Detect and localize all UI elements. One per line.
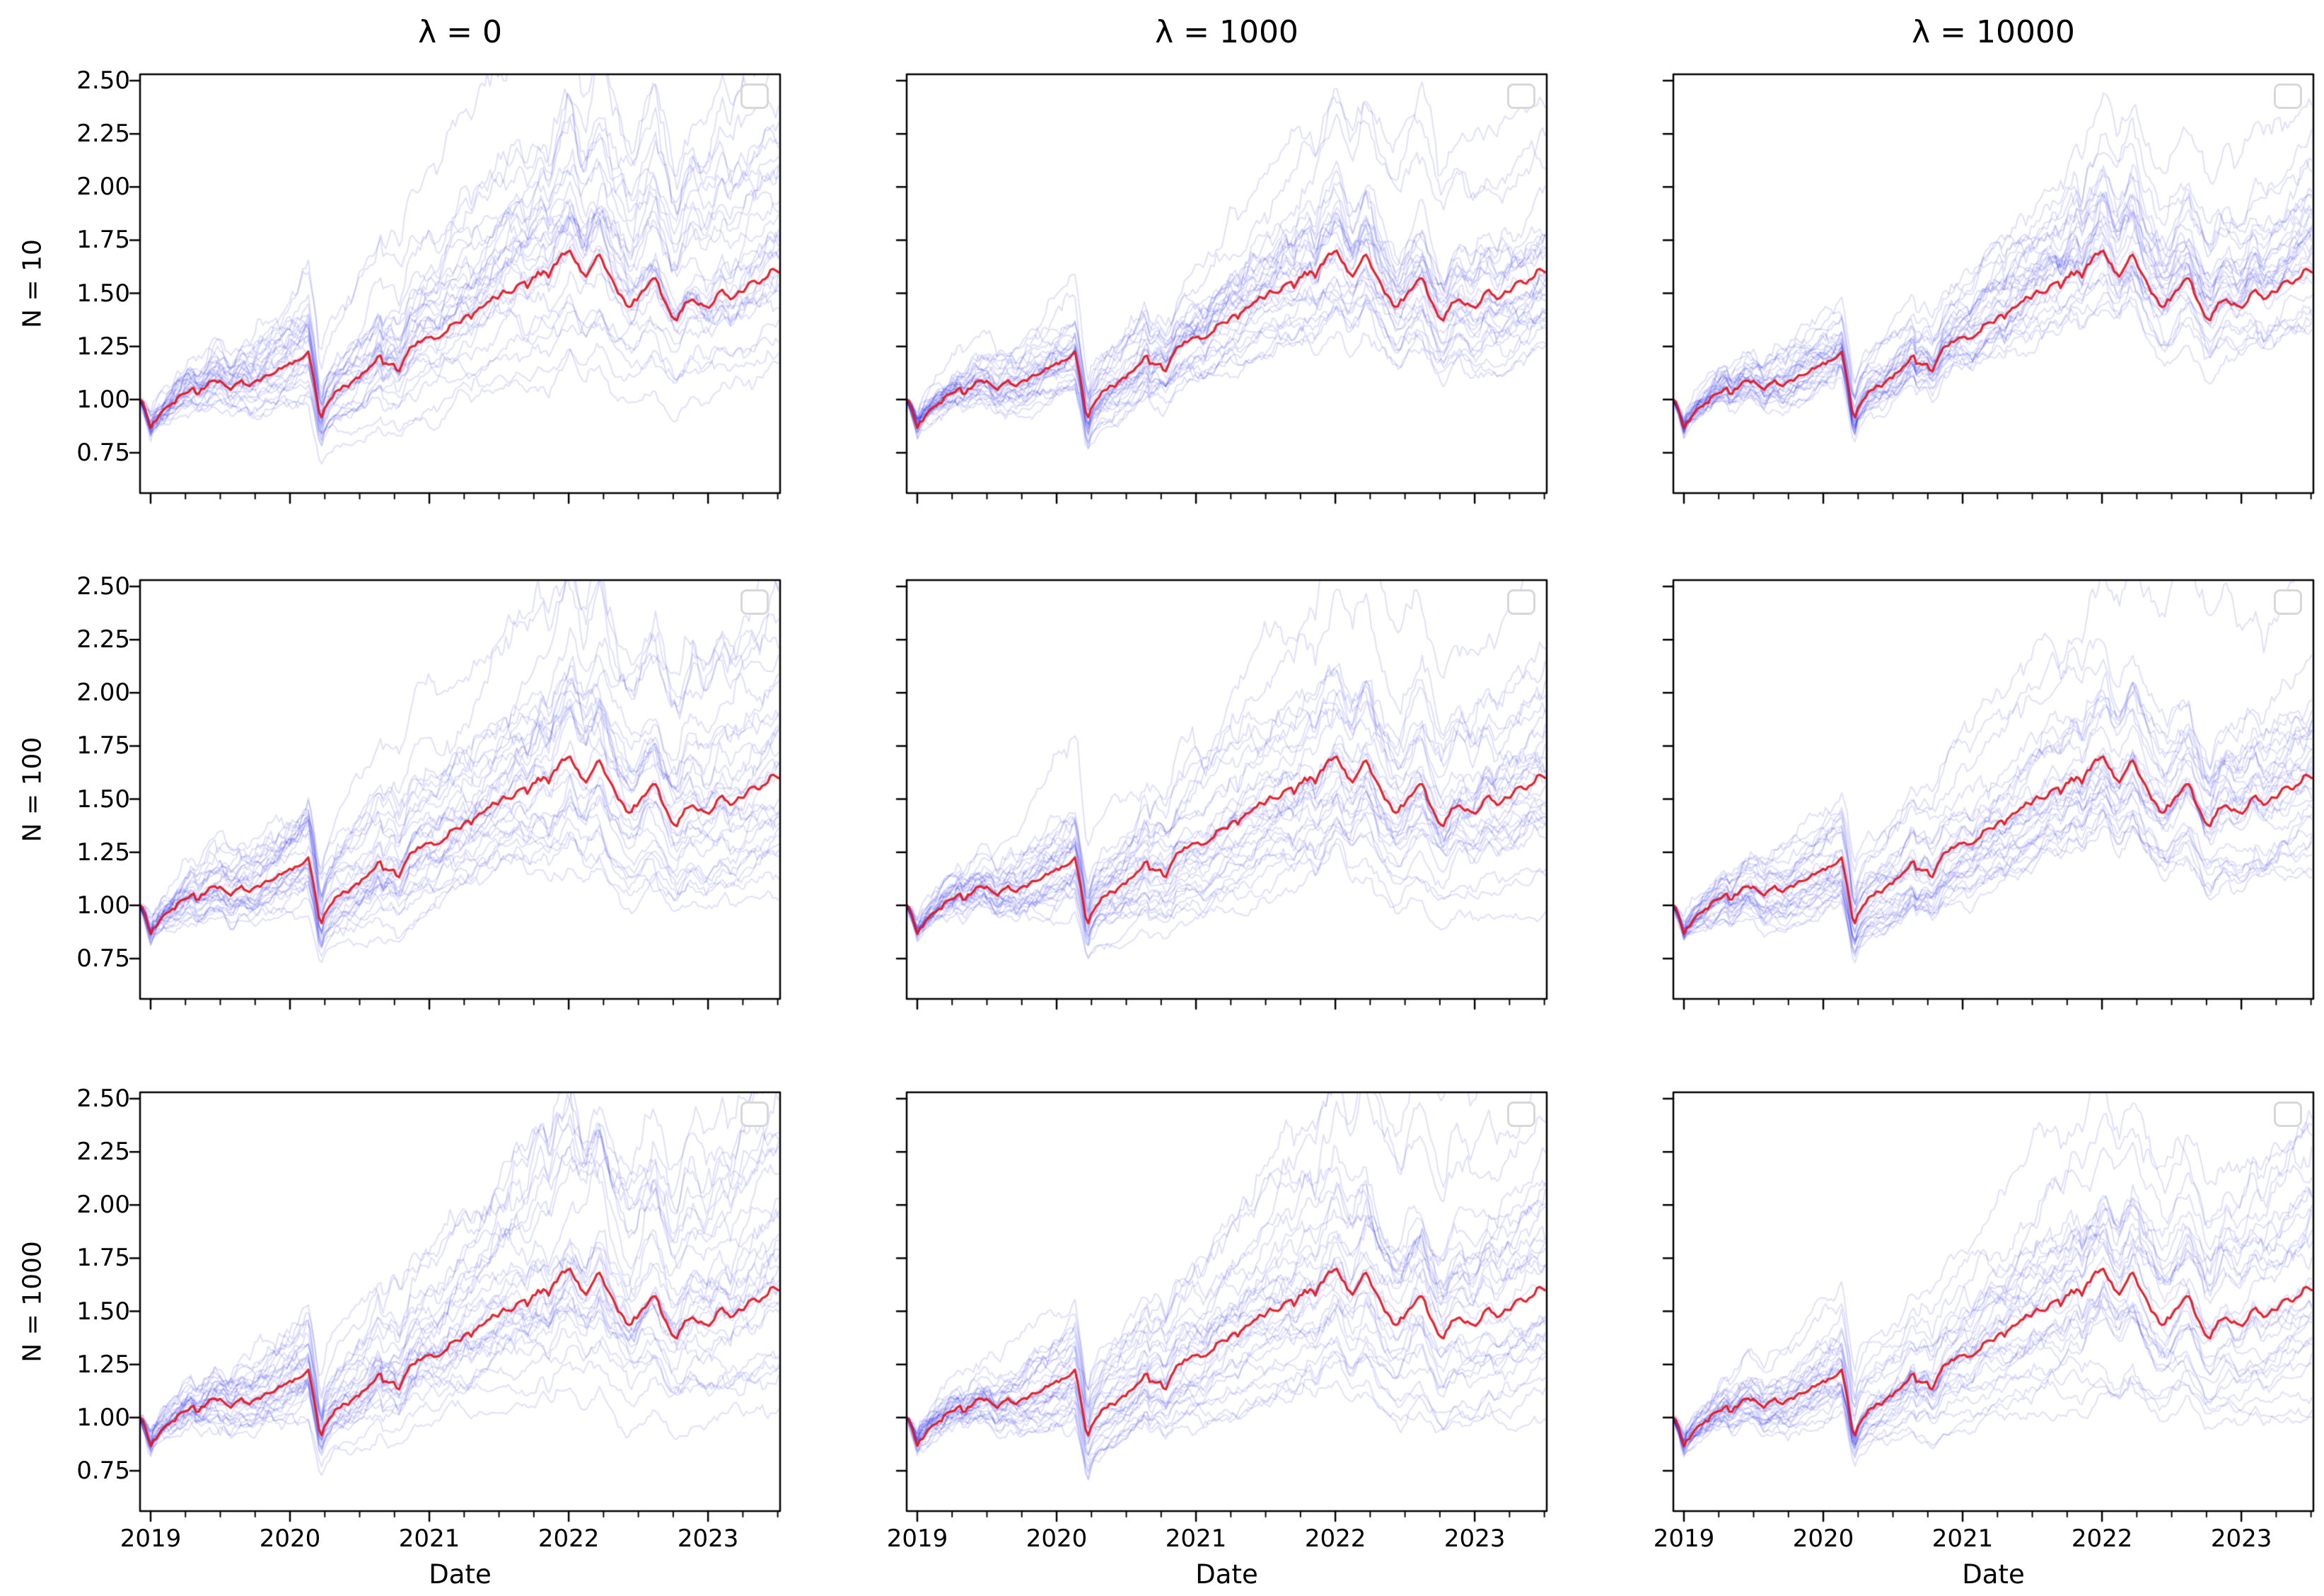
y-tick-label: 2.50: [76, 572, 130, 601]
y-tick-label: 1.75: [76, 1244, 130, 1273]
x-tick-label: 2022: [2071, 1525, 2133, 1553]
y-tick-label: 0.75: [76, 438, 130, 467]
empty-legend-box: [1507, 83, 1535, 109]
y-tick-label: 2.00: [76, 1191, 130, 1220]
column-title-lambda-10000: λ = 10000: [1912, 14, 2075, 50]
x-tick-label: 2021: [1165, 1525, 1227, 1553]
y-tick-label: 2.25: [76, 625, 130, 654]
x-tick-label: 2021: [1931, 1525, 1994, 1553]
x-tick-label: 2022: [538, 1525, 600, 1553]
x-tick-label: 2019: [886, 1525, 948, 1553]
x-tick-label: 2020: [1792, 1525, 1854, 1553]
y-tick-label: 1.50: [76, 279, 130, 308]
empty-legend-box: [2274, 589, 2302, 615]
y-tick-label: 1.25: [76, 1350, 130, 1379]
y-tick-label: 1.25: [76, 838, 130, 867]
x-tick-label: 2023: [677, 1525, 739, 1553]
y-tick-label: 1.25: [76, 332, 130, 361]
x-axis-label: Date: [1195, 1559, 1258, 1590]
empty-legend-box: [740, 1101, 769, 1127]
x-tick-label: 2019: [120, 1525, 182, 1553]
x-axis-label: Date: [1962, 1559, 2025, 1590]
empty-legend-box: [2274, 83, 2302, 109]
x-tick-label: 2020: [1026, 1525, 1088, 1553]
x-tick-label: 2021: [398, 1525, 460, 1553]
x-tick-label: 2023: [2210, 1525, 2272, 1553]
y-tick-label: 1.00: [76, 385, 130, 414]
y-tick-label: 2.25: [76, 1138, 130, 1167]
y-tick-label: 1.75: [76, 732, 130, 761]
column-title-lambda-1000: λ = 1000: [1155, 14, 1298, 50]
y-tick-label: 1.00: [76, 891, 130, 920]
y-tick-label: 2.00: [76, 678, 130, 707]
empty-legend-box: [740, 83, 769, 109]
x-tick-label: 2020: [259, 1525, 321, 1553]
y-tick-label: 2.50: [76, 1085, 130, 1113]
empty-legend-box: [1507, 1101, 1535, 1127]
y-tick-label: 0.75: [76, 1456, 130, 1485]
empty-legend-box: [2274, 1101, 2302, 1127]
y-tick-label: 1.00: [76, 1403, 130, 1432]
empty-legend-box: [740, 589, 769, 615]
empty-legend-box: [1507, 589, 1535, 615]
x-tick-label: 2022: [1304, 1525, 1366, 1553]
y-tick-label: 1.50: [76, 1297, 130, 1326]
column-title-lambda-0: λ = 0: [418, 14, 502, 50]
y-tick-label: 2.25: [76, 120, 130, 149]
y-tick-label: 2.00: [76, 173, 130, 202]
y-tick-label: 2.50: [76, 66, 130, 95]
y-tick-label: 0.75: [76, 944, 130, 973]
x-tick-label: 2019: [1653, 1525, 1715, 1553]
y-tick-label: 1.75: [76, 226, 130, 255]
x-tick-label: 2023: [1443, 1525, 1506, 1553]
y-tick-label: 1.50: [76, 785, 130, 814]
x-axis-label: Date: [429, 1559, 492, 1590]
